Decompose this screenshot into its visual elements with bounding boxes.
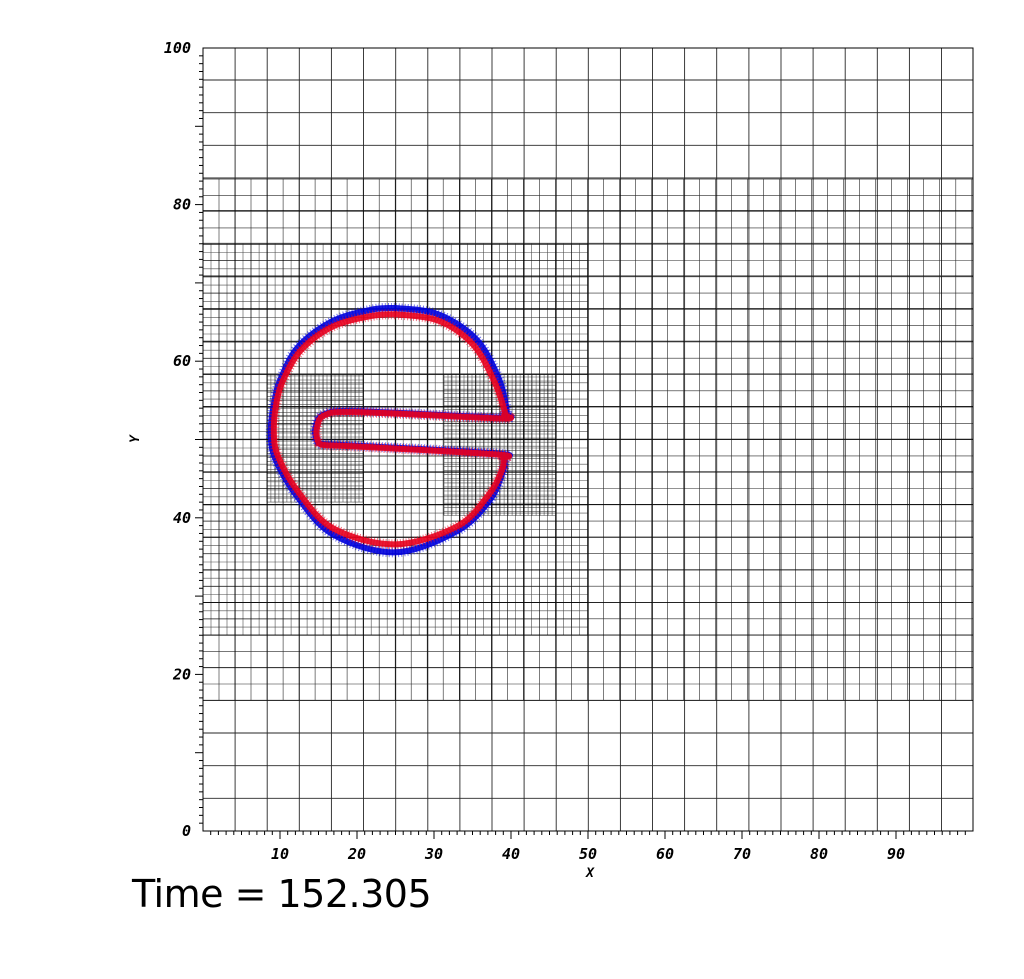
- x-tick-label: 70: [733, 845, 751, 863]
- y-axis-label: Y: [128, 434, 143, 443]
- y-tick-label: 100: [164, 39, 191, 57]
- y-tick-label: 40: [173, 509, 191, 527]
- x-tick-label: 80: [810, 845, 828, 863]
- x-tick-label: 20: [347, 845, 366, 863]
- interface-contours: [265, 302, 517, 558]
- contour-1-fringe: [268, 309, 516, 550]
- x-tick-label: 30: [424, 845, 443, 863]
- axes: 10 20 30 40 50 60 70 80 90 0 20 40 60 80 100: [164, 39, 966, 863]
- grid-lines: [202, 243, 588, 636]
- x-tick-label: 60: [656, 845, 674, 863]
- y-tick-label: 0: [182, 822, 191, 840]
- x-tick-label: 10: [271, 845, 289, 863]
- x-tick-label: 40: [502, 845, 520, 863]
- x-axis-label: X: [585, 866, 595, 881]
- time-label: Time = 152.305: [132, 872, 432, 916]
- y-tick-label: 20: [172, 665, 191, 683]
- x-tick-label: 90: [887, 845, 905, 863]
- y-tick-label: 60: [173, 352, 191, 370]
- grid-level-2: [202, 243, 588, 636]
- y-tick-label: 80: [173, 196, 191, 214]
- x-tick-label: 50: [579, 845, 597, 863]
